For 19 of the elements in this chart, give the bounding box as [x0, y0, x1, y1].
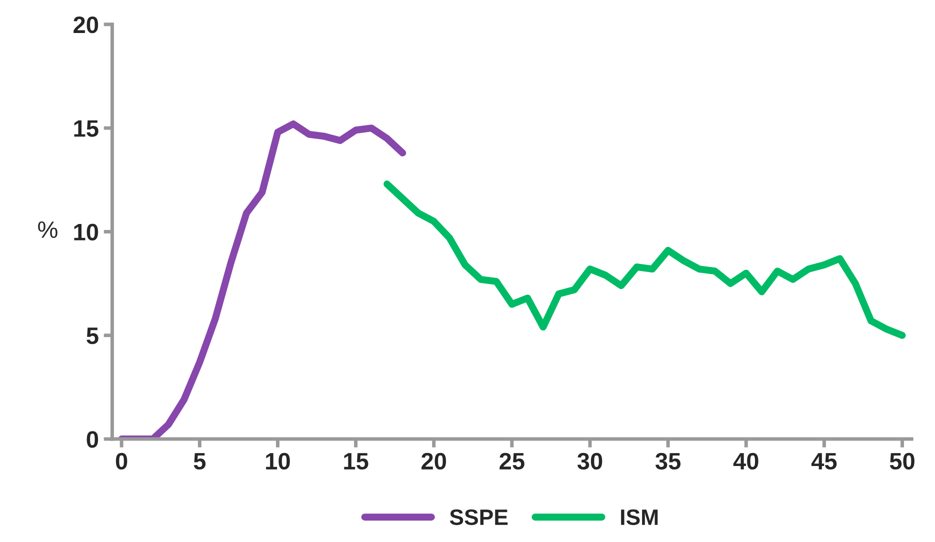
y-tick-label: 5	[86, 328, 98, 344]
y-tick-label: 0	[86, 431, 98, 448]
x-tick-label: 45	[811, 453, 837, 470]
x-tick-label: 25	[500, 452, 524, 470]
x-tick-label: 40	[733, 452, 758, 470]
legend-label: ISM	[621, 509, 658, 526]
legend-label: SSPE	[450, 509, 508, 526]
x-tick-label: 50	[890, 452, 914, 470]
x-tick-label: 35	[655, 452, 681, 470]
y-tick-label: 20	[74, 16, 98, 34]
x-tick-label: 30	[577, 452, 602, 470]
x-tick-label: 5	[194, 453, 206, 470]
x-tick-label: 10	[266, 452, 290, 470]
y-axis-title: %	[38, 221, 58, 238]
x-tick-label: 20	[422, 452, 446, 470]
y-tick-label: 15	[74, 120, 98, 137]
x-tick-label: 0	[116, 452, 128, 470]
x-tick-label: 15	[344, 453, 368, 470]
y-tick-label: 10	[74, 224, 98, 240]
